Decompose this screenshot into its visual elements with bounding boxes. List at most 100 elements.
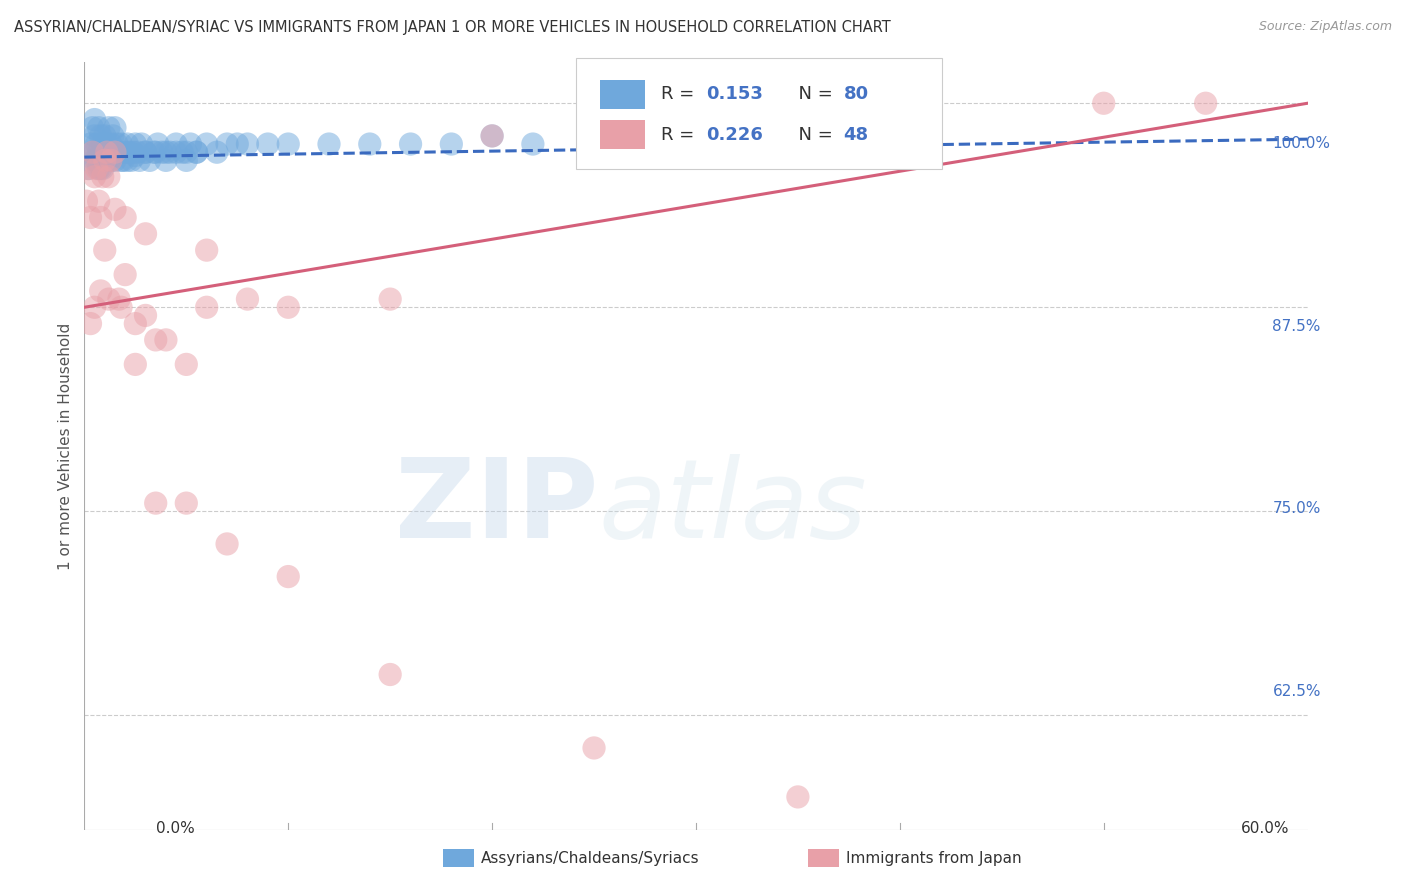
Point bbox=[174, 358, 197, 372]
Point bbox=[112, 153, 135, 168]
Text: N =: N = bbox=[787, 85, 839, 103]
Text: 80: 80 bbox=[844, 85, 869, 103]
Point bbox=[90, 211, 112, 225]
Point bbox=[91, 169, 114, 184]
Point bbox=[91, 153, 114, 168]
Point bbox=[87, 161, 110, 176]
Point bbox=[257, 136, 280, 151]
Point bbox=[96, 145, 118, 160]
Point bbox=[889, 104, 911, 119]
Point bbox=[100, 153, 122, 168]
Point bbox=[110, 153, 132, 168]
Point bbox=[108, 145, 131, 160]
Point bbox=[174, 496, 197, 510]
Text: 0.0%: 0.0% bbox=[156, 821, 195, 836]
Point bbox=[93, 153, 115, 168]
Point bbox=[86, 136, 108, 151]
Text: Source: ZipAtlas.com: Source: ZipAtlas.com bbox=[1258, 20, 1392, 33]
Point bbox=[75, 194, 97, 209]
Text: Assyrians/Chaldeans/Syriacs: Assyrians/Chaldeans/Syriacs bbox=[481, 851, 699, 865]
Text: 75.0%: 75.0% bbox=[1272, 501, 1320, 516]
Point bbox=[277, 300, 299, 314]
Point bbox=[179, 136, 201, 151]
Point bbox=[399, 136, 422, 151]
Point bbox=[110, 300, 132, 314]
Point bbox=[1092, 96, 1115, 111]
Point bbox=[82, 145, 104, 160]
Point bbox=[79, 136, 101, 151]
Point bbox=[115, 136, 138, 151]
Point bbox=[96, 136, 118, 151]
Point bbox=[86, 153, 108, 168]
Point bbox=[150, 145, 173, 160]
Point bbox=[155, 145, 177, 160]
Point bbox=[91, 161, 114, 176]
Point bbox=[120, 153, 142, 168]
Point bbox=[165, 136, 187, 151]
Point bbox=[86, 161, 108, 176]
Text: ZIP: ZIP bbox=[395, 454, 598, 561]
Point bbox=[104, 145, 127, 160]
Point bbox=[195, 136, 218, 151]
Point bbox=[101, 128, 124, 143]
Point bbox=[131, 136, 153, 151]
Text: 0.153: 0.153 bbox=[706, 85, 762, 103]
Point bbox=[174, 145, 197, 160]
Point bbox=[380, 292, 402, 306]
Point bbox=[174, 153, 197, 168]
Point bbox=[77, 161, 100, 176]
Point bbox=[83, 300, 105, 314]
Point bbox=[186, 145, 208, 160]
Point bbox=[124, 317, 146, 331]
Point bbox=[172, 145, 194, 160]
Point bbox=[93, 243, 115, 257]
Point bbox=[124, 358, 146, 372]
Point bbox=[481, 128, 503, 143]
Point bbox=[380, 667, 402, 681]
Point bbox=[83, 153, 105, 168]
Point bbox=[110, 136, 132, 151]
Point bbox=[1195, 96, 1218, 111]
Point bbox=[83, 112, 105, 127]
Point bbox=[97, 153, 120, 168]
Point bbox=[97, 145, 120, 160]
Text: R =: R = bbox=[661, 85, 700, 103]
Point bbox=[135, 145, 157, 160]
Point bbox=[97, 292, 120, 306]
Point bbox=[82, 145, 104, 160]
Point bbox=[115, 153, 138, 168]
Point bbox=[83, 145, 105, 160]
Point bbox=[97, 169, 120, 184]
Point bbox=[583, 741, 606, 756]
Point bbox=[145, 145, 167, 160]
Text: ASSYRIAN/CHALDEAN/SYRIAC VS IMMIGRANTS FROM JAPAN 1 OR MORE VEHICLES IN HOUSEHOL: ASSYRIAN/CHALDEAN/SYRIAC VS IMMIGRANTS F… bbox=[14, 20, 891, 35]
Point bbox=[440, 136, 463, 151]
Point bbox=[90, 161, 112, 176]
Text: 87.5%: 87.5% bbox=[1272, 318, 1320, 334]
Point bbox=[318, 136, 340, 151]
Point bbox=[277, 136, 299, 151]
Point bbox=[522, 136, 544, 151]
Point bbox=[236, 292, 259, 306]
Point bbox=[100, 136, 122, 151]
Point bbox=[90, 284, 112, 298]
Point bbox=[236, 136, 259, 151]
Point bbox=[145, 333, 167, 347]
Text: 62.5%: 62.5% bbox=[1272, 684, 1320, 699]
Y-axis label: 1 or more Vehicles in Household: 1 or more Vehicles in Household bbox=[58, 322, 73, 570]
Point bbox=[277, 569, 299, 583]
Point bbox=[87, 145, 110, 160]
Text: 60.0%: 60.0% bbox=[1241, 821, 1289, 836]
Point bbox=[124, 136, 146, 151]
Point bbox=[91, 136, 114, 151]
Point bbox=[105, 136, 128, 151]
Point bbox=[135, 227, 157, 241]
Point bbox=[146, 136, 169, 151]
Point bbox=[122, 145, 145, 160]
Point bbox=[124, 148, 146, 162]
Point bbox=[90, 128, 112, 143]
Point bbox=[104, 145, 127, 160]
Point bbox=[155, 153, 177, 168]
Point bbox=[82, 120, 104, 135]
Point bbox=[195, 243, 218, 257]
